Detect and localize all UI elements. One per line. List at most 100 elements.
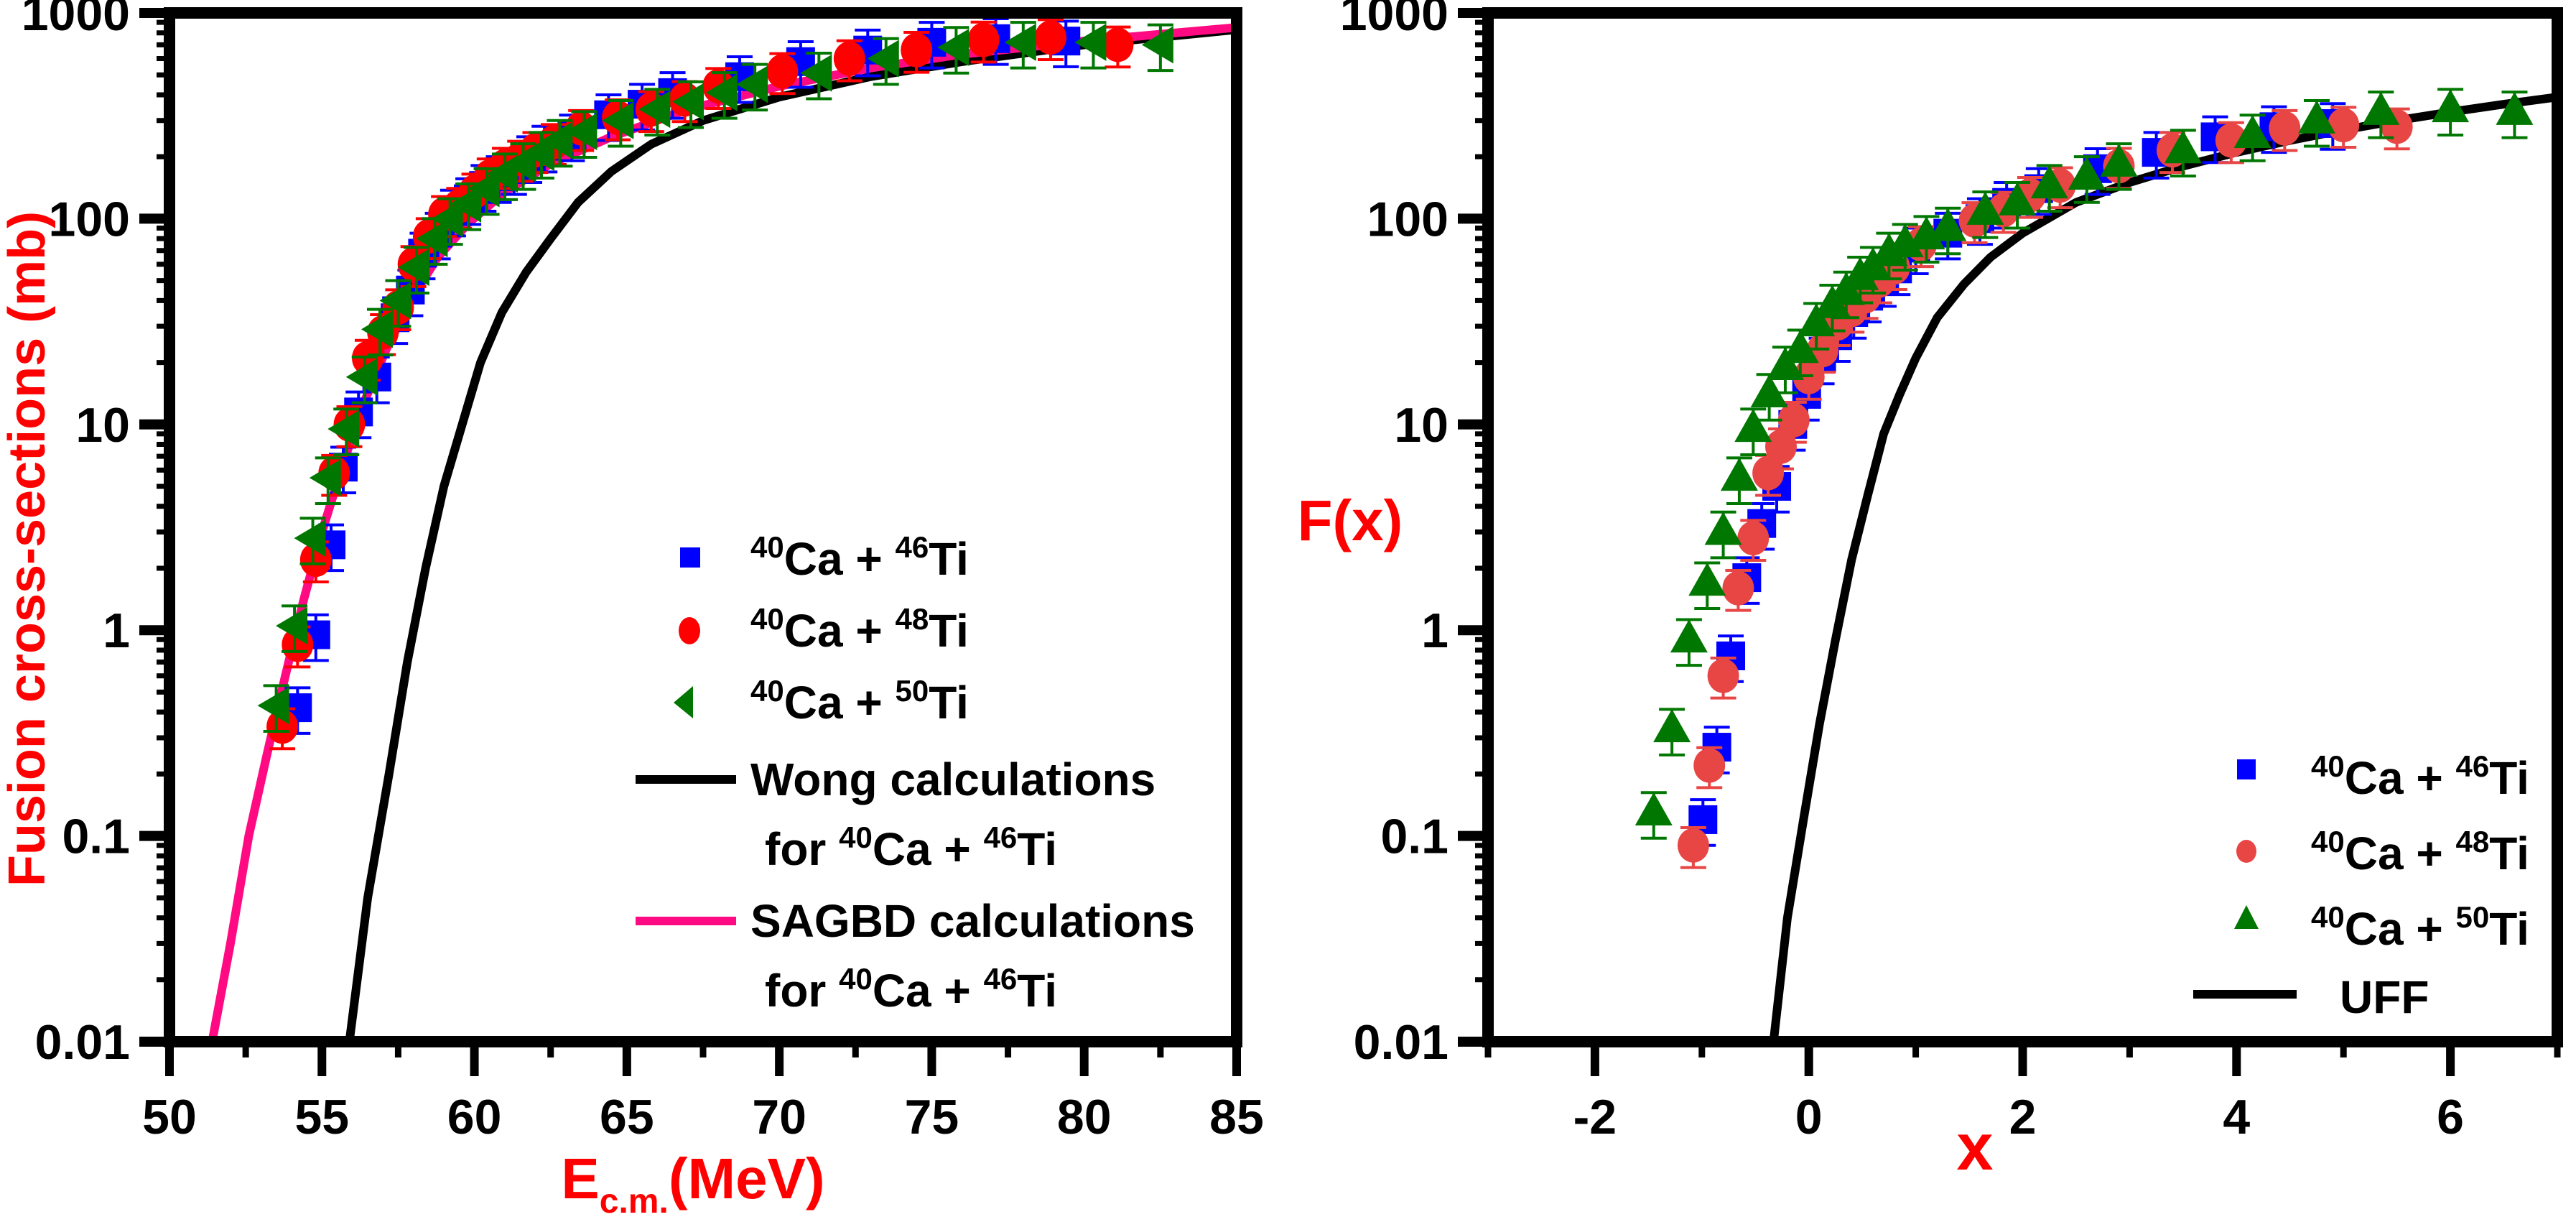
data-point [1766, 346, 1804, 380]
data-point [602, 101, 634, 139]
y-tick-label: 10 [1394, 398, 1449, 453]
legend-item-48ti: 40Ca + 48Ti [2236, 825, 2529, 879]
data-point [1966, 191, 2004, 225]
legend-item-50ti: 40Ca + 50Ti [674, 674, 969, 728]
y-axis-title: F(x) [1298, 489, 1403, 552]
y-tick-label: 0.01 [35, 1015, 130, 1070]
data-point [1707, 658, 1739, 693]
y-axis-title: Fusion cross-sections (mb) [0, 211, 56, 887]
data-point [1781, 330, 1819, 364]
data-point [766, 54, 799, 89]
data-point [1870, 233, 1908, 267]
plot-area [1635, 88, 2557, 1042]
legend-marker [674, 686, 693, 718]
data-point [1929, 208, 1967, 241]
legend-label: 40Ca + 46Ti [2311, 749, 2529, 804]
x-tick-label: 60 [447, 1090, 502, 1144]
x-tick-label: 75 [905, 1090, 959, 1144]
x-tick-label: 70 [752, 1090, 806, 1144]
data-point [901, 32, 933, 68]
data-point [2269, 111, 2301, 146]
y-tick-label: 0.01 [1354, 1015, 1449, 1070]
legend-item-sagbd: SAGBD calculations for 40Ca + 46Ti [636, 895, 1195, 1017]
data-point [2030, 165, 2068, 199]
legend-label: 40Ca + 48Ti [2311, 825, 2529, 879]
legend-marker [2234, 905, 2259, 929]
plot-frame [164, 7, 1242, 1047]
legend-right: 40Ca + 46Ti 40Ca + 48Ti 40Ca + 50Ti UFF [2193, 749, 2529, 1023]
x-axis: -2 0 2 4 6 [1484, 1042, 2561, 1144]
data-point [294, 519, 326, 557]
data-point [1688, 563, 1726, 596]
plot-frame [1482, 7, 2563, 1047]
legend-item-uff: UFF [2193, 971, 2429, 1023]
y-tick-label: 1000 [1340, 0, 1449, 41]
data-point [705, 73, 738, 111]
data-point [416, 220, 448, 258]
plot-area [208, 17, 1237, 1042]
y-tick-label: 0.1 [62, 810, 130, 864]
series-50ti [1635, 88, 2534, 840]
data-point [450, 185, 482, 223]
y-tick-label: 10 [75, 398, 130, 453]
x-tick-label: 6 [2437, 1090, 2464, 1144]
data-point [1635, 792, 1673, 825]
data-point [2215, 123, 2247, 158]
x-tick-label: -2 [1573, 1090, 1617, 1144]
data-point [833, 41, 865, 76]
y-tick-label: 100 [1367, 192, 1449, 246]
triangle-marker-icon [674, 686, 693, 718]
x-tick-label: 50 [142, 1090, 197, 1144]
data-point [266, 709, 299, 744]
data-point [1693, 748, 1726, 783]
legend-label: 40Ca + 50Ti [750, 674, 969, 728]
data-point [1777, 402, 1810, 438]
legend-item-50ti: 40Ca + 50Ti [2234, 900, 2529, 955]
data-point [800, 54, 832, 92]
x-tick-label: 2 [2009, 1090, 2037, 1144]
data-point [397, 249, 429, 287]
x-tick-label: 0 [1795, 1090, 1823, 1144]
data-point [867, 40, 899, 78]
legend-item-48ti: 40Ca + 48Ti [679, 602, 969, 657]
legend-left: 40Ca + 46Ti 40Ca + 48Ti 40Ca + 50Ti Wong ca… [636, 530, 1195, 1017]
legend-label: SAGBD calculations [750, 895, 1195, 947]
x-axis: 50 55 60 65 70 75 80 85 [142, 1042, 1264, 1144]
legend-label: 40Ca + 46Ti [750, 530, 969, 585]
data-point [2496, 91, 2534, 125]
legend-marker [2237, 759, 2256, 779]
x-tick-label: 65 [600, 1090, 654, 1144]
data-point [1907, 216, 1945, 250]
x-tick-label: 55 [294, 1090, 349, 1144]
data-point [638, 91, 671, 129]
y-tick-label: 1000 [22, 0, 130, 41]
x-axis-title: x [1956, 1111, 1993, 1184]
data-point [1720, 458, 1758, 491]
legend-marker [2236, 840, 2256, 863]
legend-label: Wong calculations [750, 754, 1156, 805]
x-tick-label: 80 [1057, 1090, 1112, 1144]
y-tick-label: 0.1 [1380, 810, 1449, 864]
data-point [2432, 89, 2470, 123]
x-tick-label: 85 [1209, 1090, 1264, 1144]
circle-marker-icon [679, 617, 700, 644]
data-point [736, 65, 768, 103]
legend-label-line2: for 40Ca + 46Ti [765, 962, 1057, 1017]
data-point [1722, 570, 1754, 606]
data-point [257, 687, 289, 725]
legend-label-line2: for 40Ca + 46Ti [765, 820, 1057, 875]
legend-marker [680, 547, 700, 568]
data-point [2100, 143, 2138, 177]
square-marker-icon [680, 547, 700, 568]
data-point [2068, 156, 2106, 190]
data-point [309, 459, 341, 497]
y-axis: 0.01 0.1 1 10 100 1000 [1340, 0, 1488, 1070]
series-50ti [257, 21, 1173, 733]
data-point [1704, 512, 1742, 545]
x-tick-label: 4 [2223, 1090, 2250, 1144]
data-point [1670, 619, 1708, 653]
legend-label: 40Ca + 48Ti [750, 602, 969, 657]
data-point [276, 607, 308, 645]
